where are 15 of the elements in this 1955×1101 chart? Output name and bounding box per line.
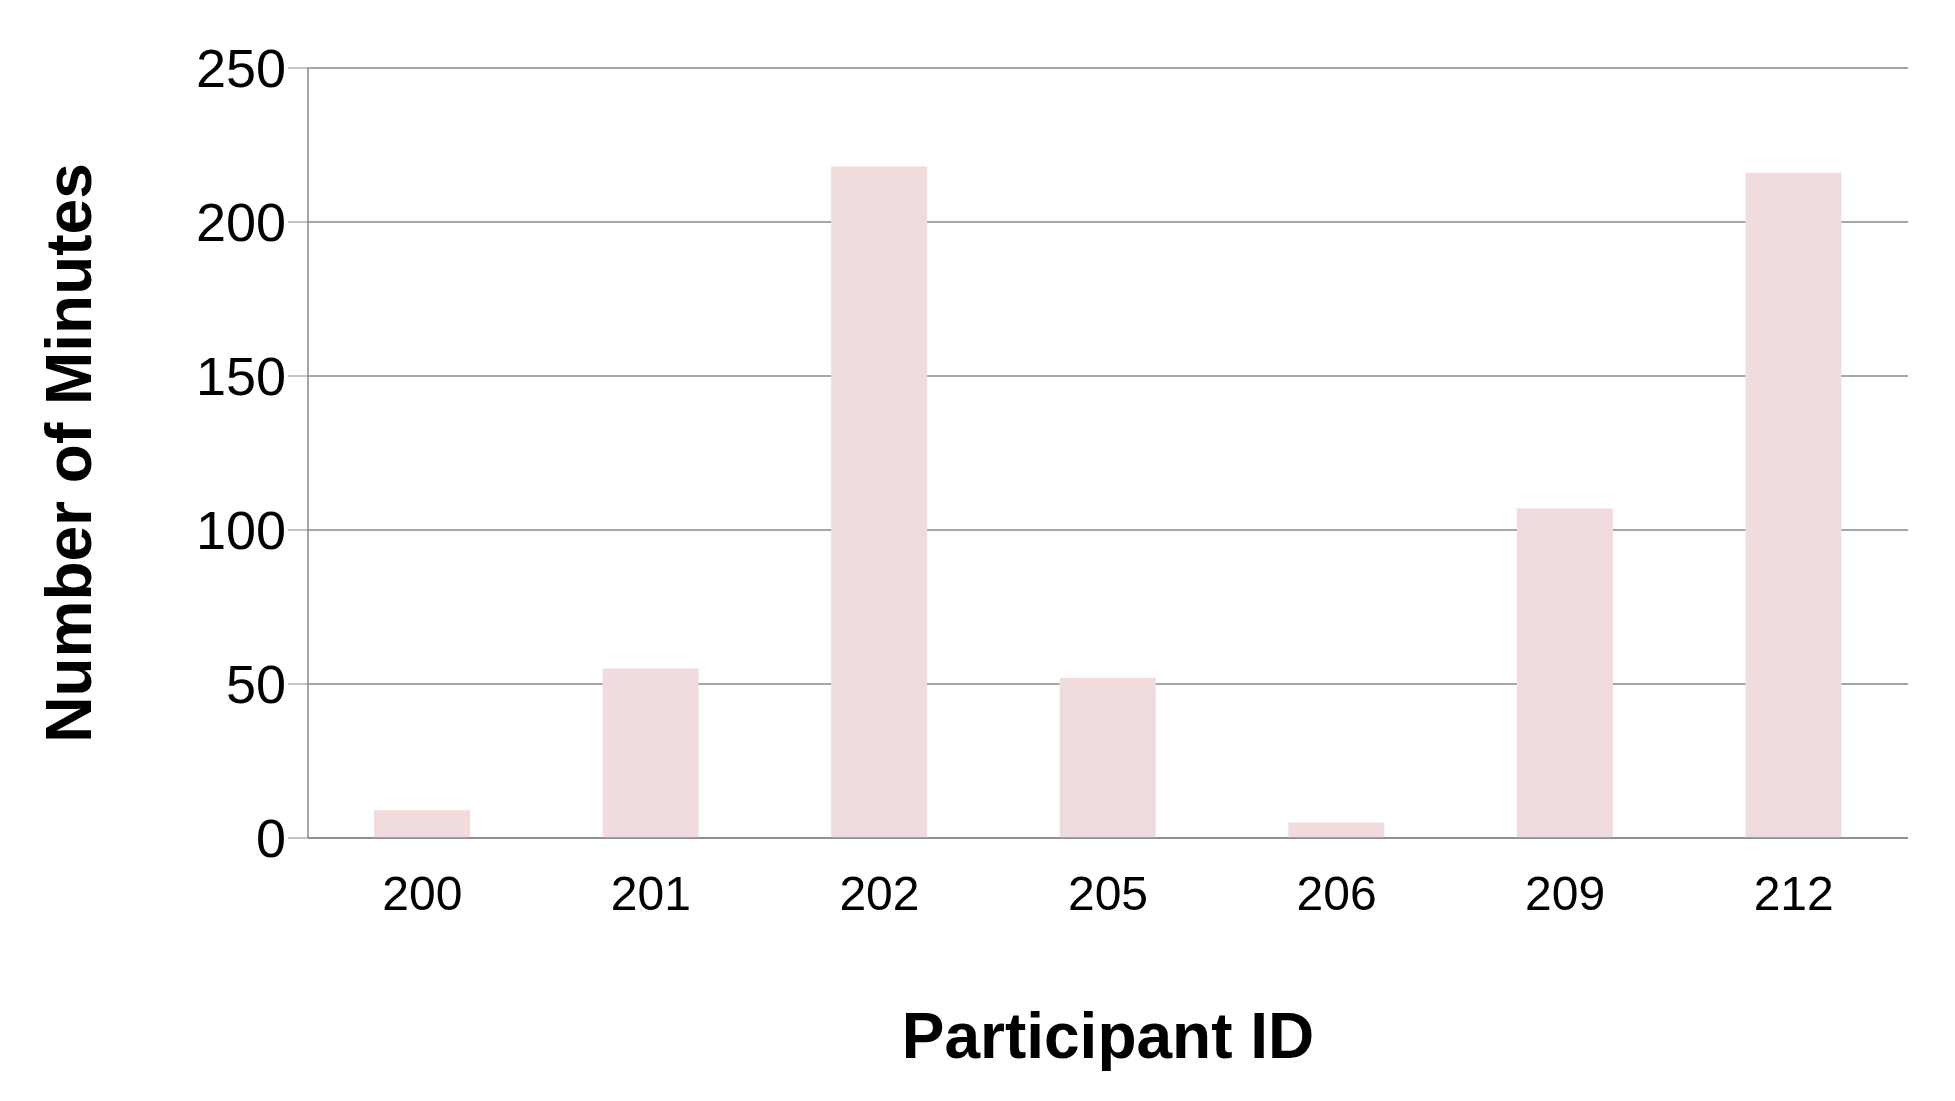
y-tick-label: 0 xyxy=(255,808,286,869)
x-axis-title: Participant ID xyxy=(901,1000,1315,1072)
y-axis-title: Number of Minutes xyxy=(32,163,105,743)
x-tick-label: 200 xyxy=(382,867,463,921)
x-tick-label: 209 xyxy=(1525,867,1606,921)
x-tick-label: 201 xyxy=(610,867,691,921)
x-tick-label: 202 xyxy=(839,867,920,921)
x-tick-label: 206 xyxy=(1296,867,1377,921)
y-tick-label: 200 xyxy=(195,192,286,253)
y-tick-label: 150 xyxy=(195,346,286,407)
x-tick-label: 205 xyxy=(1067,867,1149,921)
y-tick-label: 100 xyxy=(195,500,286,561)
y-tick-label: 250 xyxy=(195,38,286,99)
x-tick-label: 212 xyxy=(1753,867,1834,921)
y-tick-label: 50 xyxy=(225,654,286,715)
